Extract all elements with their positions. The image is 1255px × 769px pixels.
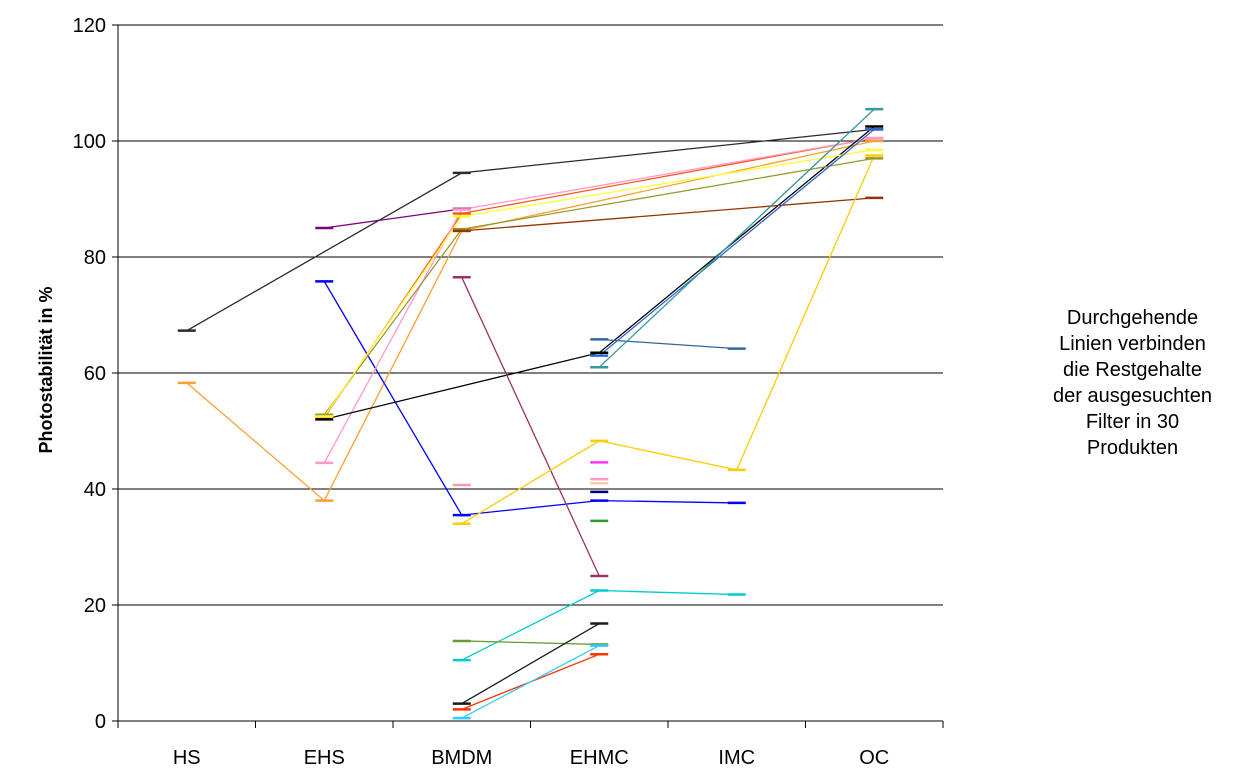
series-line-5: [323, 137, 875, 419]
series-line-9: [323, 149, 875, 417]
series-line-4: [323, 281, 737, 516]
series-line-13: [461, 589, 737, 661]
y-tick-label: 20: [84, 595, 106, 617]
annotation-line: Linien verbinden: [1059, 333, 1206, 355]
y-tick-label: 0: [95, 711, 106, 733]
annotation-line: der ausgesuchten: [1052, 385, 1212, 407]
annotation-line: Produkten: [1086, 437, 1179, 459]
y-tick-label: 100: [73, 131, 106, 153]
series-line-7: [324, 125, 875, 421]
x-tick-label-ehmc: EHMC: [570, 747, 629, 769]
x-tick-label-imc: IMC: [718, 747, 755, 769]
annotation-line: die Restgehalte: [1063, 359, 1202, 381]
annotation-line: Filter in 30: [1085, 411, 1180, 433]
series-line-15: [461, 622, 600, 705]
series-line-10: [461, 197, 875, 232]
series-line-1: [186, 128, 875, 332]
series-line-14: [461, 640, 600, 646]
series-line-18: [599, 338, 737, 350]
series-line-12: [461, 155, 875, 525]
side-annotation: Durchgehende Linien verbinden die Restgeha…: [1010, 305, 1255, 461]
y-axis-label: Photostabilität in %: [36, 286, 56, 453]
x-tick-label-oc: OC: [859, 747, 889, 769]
series-line-11: [461, 277, 600, 577]
tick-labels: 0 20 40 60 80 100 120 HS EHS BMDM EHMC IMC OC: [73, 15, 890, 769]
series-line-2: [186, 140, 875, 502]
gridlines: [118, 24, 943, 606]
series-line-19: [598, 128, 875, 357]
data-markers: [177, 107, 884, 720]
series-line-20: [598, 108, 875, 368]
annotation-line: Durchgehende: [1066, 307, 1199, 329]
y-tick-label: 40: [84, 479, 106, 501]
series-line-17: [461, 645, 600, 719]
y-tick-label: 60: [84, 363, 106, 385]
series-line-3: [324, 208, 462, 229]
series-lines: [186, 108, 875, 719]
axes: [112, 24, 944, 728]
x-tick-label-bmdm: BMDM: [431, 747, 492, 769]
x-tick-label-hs: HS: [173, 747, 201, 769]
y-tick-label: 80: [84, 247, 106, 269]
x-tick-label-ehs: EHS: [304, 747, 345, 769]
y-tick-label: 120: [73, 15, 106, 37]
